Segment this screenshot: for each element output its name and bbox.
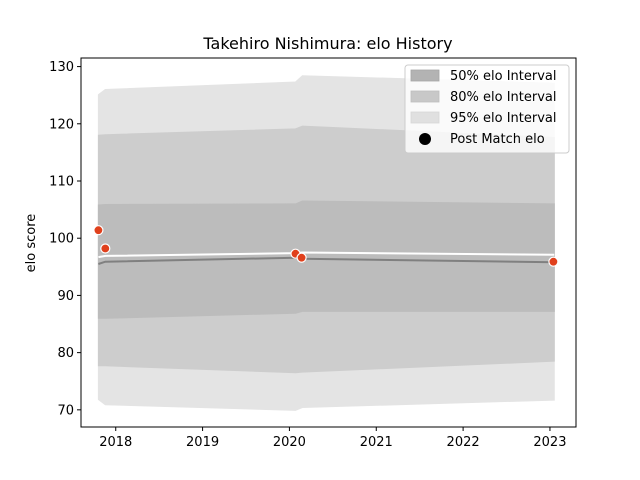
y-axis: 70 80 90 100 110 120 130 xyxy=(49,60,81,418)
legend-label-points: Post Match elo xyxy=(450,132,545,147)
chart-title: Takehiro Nishimura: elo History xyxy=(202,34,452,53)
y-axis-label: elo score xyxy=(24,214,39,273)
legend-label-50: 50% elo Interval xyxy=(450,69,557,84)
legend-label-95: 95% elo Interval xyxy=(450,111,557,126)
y-tick-label: 70 xyxy=(57,403,74,418)
legend-label-80: 80% elo Interval xyxy=(450,90,557,105)
x-tick-label: 2021 xyxy=(360,435,393,450)
y-tick-label: 80 xyxy=(57,346,74,361)
legend-box xyxy=(404,64,570,154)
plot-frame xyxy=(80,57,577,428)
legend-marker-points xyxy=(419,133,431,145)
legend: 50% elo Interval 80% elo Interval 95% el… xyxy=(404,64,570,154)
y-tick-label: 90 xyxy=(57,289,74,304)
x-tick-label: 2018 xyxy=(99,435,132,450)
post-match-point xyxy=(100,243,111,254)
legend-swatch-95 xyxy=(410,111,440,124)
x-axis: 2018 2019 2020 2021 2022 2023 xyxy=(99,427,566,450)
x-tick-label: 2023 xyxy=(533,435,566,450)
y-tick-label: 110 xyxy=(49,175,74,190)
y-tick-label: 100 xyxy=(49,232,74,247)
x-tick-label: 2020 xyxy=(273,435,306,450)
post-match-points xyxy=(93,225,559,267)
post-match-point xyxy=(296,252,307,263)
post-match-point xyxy=(93,225,104,236)
x-tick-label: 2019 xyxy=(186,435,219,450)
legend-swatch-80 xyxy=(410,90,440,103)
x-tick-label: 2022 xyxy=(447,435,480,450)
post-match-point xyxy=(548,256,559,267)
y-tick-label: 130 xyxy=(49,60,74,75)
y-tick-label: 120 xyxy=(49,117,74,132)
legend-swatch-50 xyxy=(410,69,440,82)
